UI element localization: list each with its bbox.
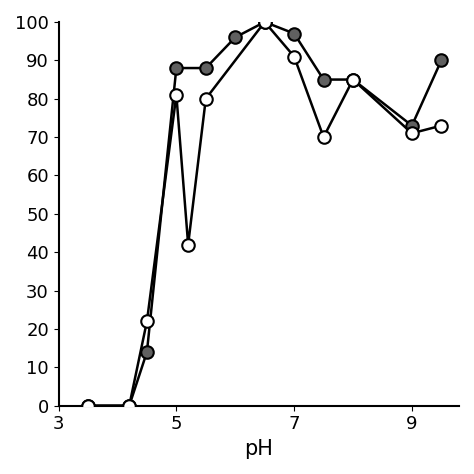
X-axis label: pH: pH: [245, 439, 273, 459]
